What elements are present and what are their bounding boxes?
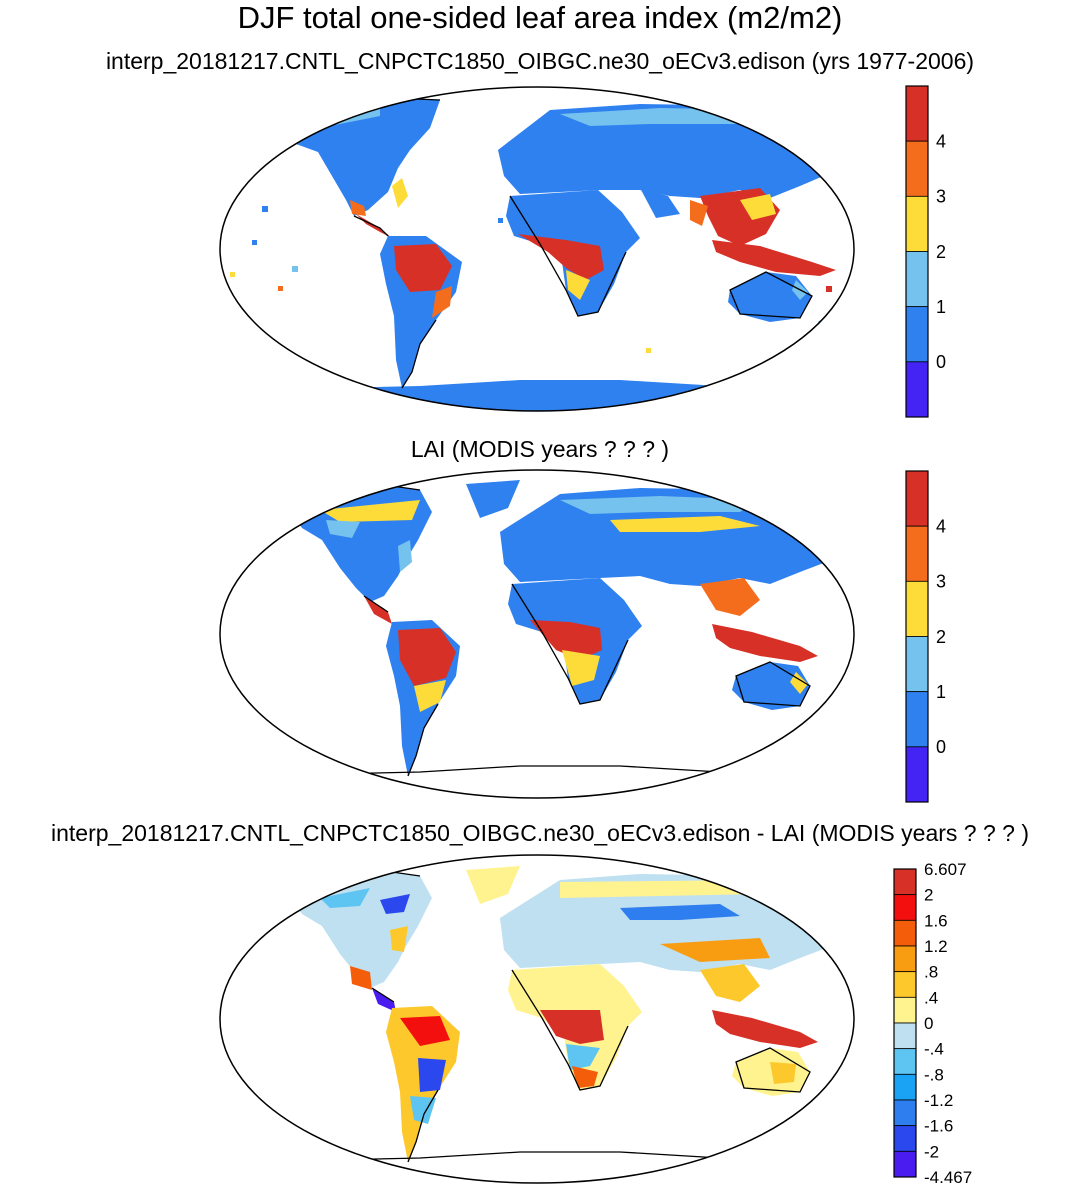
panel-2-title: LAI (MODIS years ? ? ? ): [410, 436, 670, 462]
panel-1-title: interp_20181217.CNTL_CNPCTC1850_OIBGC.ne…: [105, 48, 975, 74]
colorbar-tick-label: -1.6: [924, 1117, 953, 1136]
colorbar-swatch: [905, 140, 929, 197]
colorbar-tick-label: -4.467: [924, 1168, 972, 1185]
colorbar-tick-label: 1: [936, 682, 946, 702]
colorbar-swatch: [905, 85, 929, 142]
colorbar-swatch: [893, 971, 917, 998]
colorbar-frame: [905, 470, 929, 803]
colorbar-tick-label: 2: [936, 627, 946, 647]
colorbar-tick-label: 4: [936, 131, 946, 151]
colorbar-swatch: [893, 1150, 917, 1178]
colorbar-tick-label: 2: [924, 886, 933, 905]
map-panel-2: [219, 469, 855, 799]
colorbar-swatch: [905, 306, 929, 363]
colorbar-tick-label: 2: [936, 242, 946, 262]
colorbar-tick-label: 1: [936, 297, 946, 317]
colorbar-swatch: [893, 996, 917, 1024]
map-panel-2-field: [220, 470, 854, 798]
colorbar-swatch: [905, 361, 929, 418]
colorbar-swatch: [905, 691, 929, 748]
colorbar-tick-label: -.8: [924, 1065, 944, 1084]
colorbar-swatch: [893, 1022, 917, 1050]
colorbar-tick-label: 6.607: [924, 860, 967, 879]
colorbar-tick-label: 0: [936, 737, 946, 757]
colorbar-swatch: [893, 894, 917, 921]
colorbar-tick-label: 1.2: [924, 937, 948, 956]
map-panel-1-field: [220, 87, 854, 411]
figure-title: DJF total one-sided leaf area index (m2/…: [237, 0, 843, 35]
colorbar-swatch: [905, 525, 929, 582]
colorbar-panel-3: 6.607 2 1.6 1.2 .8 .4 0 -.4 -.8 -1.2 -1.6 -2 -4.467: [893, 860, 972, 1185]
colorbar-tick-label: 3: [936, 187, 946, 207]
map-panel-1: [219, 86, 855, 412]
map-panel-3: [219, 854, 855, 1184]
colorbar-tick-label: -.4: [924, 1040, 944, 1059]
colorbar-swatch: [893, 868, 917, 896]
colorbar-tick-label: .8: [924, 963, 938, 982]
colorbar-swatch: [905, 746, 929, 803]
colorbar-tick-label: 3: [936, 572, 946, 592]
colorbar-swatch: [905, 195, 929, 252]
colorbar-tick-label: -2: [924, 1142, 939, 1161]
colorbar-panel-1: 4 3 2 1 0: [905, 85, 946, 418]
colorbar-swatch: [905, 636, 929, 693]
colorbar-tick-label: 4: [936, 516, 946, 536]
colorbar-swatch: [893, 945, 917, 973]
colorbar-frame: [893, 868, 917, 1178]
panel-3-title: interp_20181217.CNTL_CNPCTC1850_OIBGC.ne…: [51, 820, 1029, 846]
colorbar-swatch: [893, 1048, 917, 1075]
colorbar-swatch: [905, 580, 929, 637]
colorbar-tick-label: 0: [924, 1014, 933, 1033]
colorbar-swatch: [893, 919, 917, 947]
colorbar-tick-label: .4: [924, 988, 938, 1007]
colorbar-tick-label: -1.2: [924, 1091, 953, 1110]
colorbar-panel-2: 4 3 2 1 0: [905, 470, 946, 803]
map-panel-3-field: [220, 855, 854, 1183]
colorbar-swatch: [893, 1073, 917, 1101]
colorbar-swatch: [893, 1099, 917, 1127]
colorbar-swatch: [893, 1125, 917, 1152]
colorbar-frame: [905, 85, 929, 418]
colorbar-tick-label: 0: [936, 352, 946, 372]
colorbar-swatch: [905, 251, 929, 308]
colorbar-swatch: [905, 470, 929, 527]
colorbar-tick-label: 1.6: [924, 911, 948, 930]
